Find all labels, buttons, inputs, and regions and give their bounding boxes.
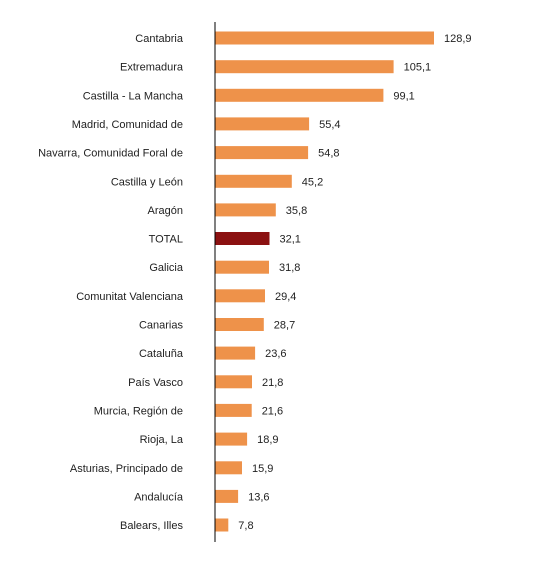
category-label-extremadura: Extremadura [120,62,184,74]
value-label-cataluna: 23,6 [265,348,286,360]
category-label-rioja-la: Rioja, La [140,434,184,446]
bar-canarias [215,318,264,331]
labels-layer: Cantabria 128,9 Extremadura 105,1 Castilla -… [38,33,471,532]
bar-andalucia [215,489,239,503]
bar-murcia-region-de [215,403,252,417]
bar-madrid-comunidad-de [215,117,310,131]
bar-extremadura [215,60,394,74]
category-label-galicia: Galicia [149,262,184,274]
bar-total [215,232,270,245]
value-label-balears-illes: 7,8 [238,520,253,532]
category-label-navarra-comunidad-foral-de: Navarra, Comunidad Foral de [38,148,183,160]
value-label-castilla-la-mancha: 99,1 [393,90,414,102]
category-label-asturias-principado-de: Asturias, Principado de [70,463,183,475]
value-label-andalucia: 13,6 [248,491,269,503]
bar-aragon [215,203,276,217]
bar-castilla-la-mancha [215,88,384,102]
bar-balears-illes [215,518,229,532]
category-label-cataluna: Cataluña [139,348,184,360]
category-label-castilla-la-mancha: Castilla - La Mancha [83,90,184,102]
value-label-murcia-region-de: 21,6 [262,405,283,417]
value-label-aragon: 35,8 [286,205,307,217]
value-label-extremadura: 105,1 [404,62,432,74]
category-label-pais-vasco: País Vasco [128,377,183,389]
value-label-cantabria: 128,9 [444,33,472,45]
bars-layer [215,31,434,532]
category-label-castilla-y-leon: Castilla y León [111,176,183,188]
value-label-comunitat-valenciana: 29,4 [275,291,296,303]
bar-asturias-principado-de [215,461,242,475]
bar-comunitat-valenciana [215,289,265,303]
value-label-pais-vasco: 21,8 [262,377,283,389]
value-label-castilla-y-leon: 45,2 [302,176,323,188]
category-label-madrid-comunidad-de: Madrid, Comunidad de [72,119,183,131]
value-label-navarra-comunidad-foral-de: 54,8 [318,148,339,160]
category-label-murcia-region-de: Murcia, Región de [94,405,183,417]
category-label-balears-illes: Balears, Illes [120,520,183,532]
category-label-total: TOTAL [149,234,183,246]
bar-rioja-la [215,432,248,446]
category-label-comunitat-valenciana: Comunitat Valenciana [76,291,184,303]
category-label-canarias: Canarias [139,320,184,332]
bar-cataluna [215,346,256,360]
value-label-asturias-principado-de: 15,9 [252,463,273,475]
category-label-andalucia: Andalucía [134,491,184,503]
bar-pais-vasco [215,375,252,389]
value-label-rioja-la: 18,9 [257,434,278,446]
bar-navarra-comunidad-foral-de [215,146,309,160]
value-label-madrid-comunidad-de: 55,4 [319,119,340,131]
category-label-aragon: Aragón [148,205,183,217]
bar-cantabria [215,31,434,45]
value-label-total: 32,1 [280,234,301,246]
value-label-canarias: 28,7 [274,320,295,332]
bar-galicia [215,260,269,274]
value-label-galicia: 31,8 [279,262,300,274]
category-label-cantabria: Cantabria [135,33,184,45]
bar-castilla-y-leon [215,174,292,188]
